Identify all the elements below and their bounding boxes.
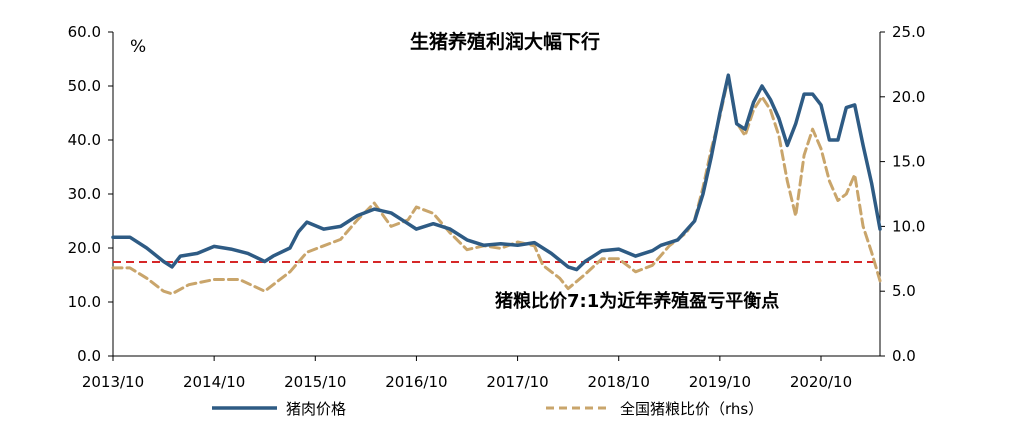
x-tick-label: 2013/10 xyxy=(82,373,144,391)
left-tick-label: 40.0 xyxy=(68,131,101,149)
x-tick-label: 2019/10 xyxy=(689,373,751,391)
left-tick-label: 50.0 xyxy=(68,77,101,95)
left-axis-unit: % xyxy=(130,37,146,57)
right-tick-label: 20.0 xyxy=(892,88,925,106)
right-tick-label: 15.0 xyxy=(892,153,925,171)
right-tick-label: 25.0 xyxy=(892,23,925,41)
chart-title: 生猪养殖利润大幅下行 xyxy=(410,30,600,53)
x-tick-label: 2018/10 xyxy=(588,373,650,391)
series-line-hog-grain-ratio xyxy=(111,75,882,296)
legend-label-pork-price: 猪肉价格 xyxy=(286,400,346,418)
x-tick-label: 2016/10 xyxy=(385,373,447,391)
right-tick-label: 10.0 xyxy=(892,217,925,235)
breakeven-annotation: 猪粮比价7:1为近年养殖盈亏平衡点 xyxy=(494,290,779,312)
x-tick-label: 2014/10 xyxy=(183,373,245,391)
left-tick-label: 60.0 xyxy=(68,23,101,41)
legend-label-hog-grain-ratio: 全国猪粮比价（rhs） xyxy=(620,400,763,418)
left-tick-label: 10.0 xyxy=(68,293,101,311)
x-tick-label: 2015/10 xyxy=(284,373,346,391)
left-axis-ticks: 0.0 10.0 20.0 30.0 40.0 50.0 60.0 xyxy=(68,23,113,365)
series-line-pork-price xyxy=(111,73,882,272)
x-tick-label: 2017/10 xyxy=(486,373,548,391)
legend: 猪肉价格 全国猪粮比价（rhs） xyxy=(212,400,763,418)
left-tick-label: 20.0 xyxy=(68,239,101,257)
x-tick-label: 2020/10 xyxy=(790,373,852,391)
series-layer xyxy=(111,73,882,296)
right-tick-label: 5.0 xyxy=(892,282,916,300)
left-tick-label: 30.0 xyxy=(68,185,101,203)
right-tick-label: 0.0 xyxy=(892,347,916,365)
x-axis-ticks: 2013/10 2014/10 2015/10 2016/10 2017/10 2018/… xyxy=(82,356,852,391)
right-axis-ticks: 0.0 5.0 10.0 15.0 20.0 25.0 xyxy=(880,23,925,365)
left-tick-label: 0.0 xyxy=(77,347,101,365)
